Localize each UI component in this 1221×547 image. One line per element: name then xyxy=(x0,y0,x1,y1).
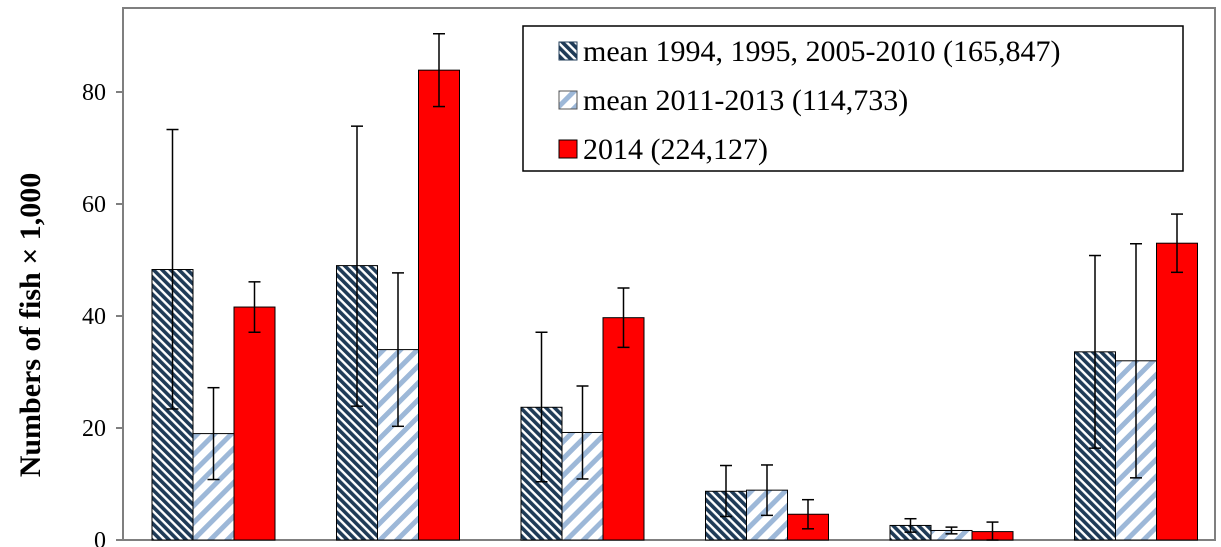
error-bar-series-2-category-5 xyxy=(945,526,958,535)
legend-swatch-series-2 xyxy=(558,90,578,110)
error-bar-series-1-category-1 xyxy=(166,128,179,410)
y-tick-label: 40 xyxy=(82,304,106,330)
error-bar-series-2-category-2 xyxy=(392,272,404,428)
y-axis: 0 20 40 60 80 xyxy=(82,80,123,547)
plot-frame xyxy=(122,7,1216,541)
error-bar-series-3-category-1 xyxy=(248,281,261,333)
error-bar-series-3-category-3 xyxy=(617,287,630,349)
error-bar-series-2-category-4 xyxy=(761,464,773,517)
error-bar-series-2-category-3 xyxy=(576,385,589,480)
y-tick-label: 0 xyxy=(94,528,106,547)
legend: mean 1994, 1995, 2005-2010 (165,847) mea… xyxy=(522,25,1184,172)
error-bar-series-1-category-2 xyxy=(351,125,363,407)
error-bar-series-3-category-4 xyxy=(802,498,814,530)
y-tick-label: 20 xyxy=(82,416,106,442)
y-tick-label: 80 xyxy=(82,80,106,106)
legend-label-series-2: mean 2011-2013 (114,733) xyxy=(583,84,908,117)
y-axis-label: Numbers of fish × 1,000 xyxy=(14,173,47,478)
error-bar-series-3-category-5 xyxy=(986,521,999,541)
error-bar-series-3-category-2 xyxy=(433,33,445,108)
error-bar-series-2-category-6 xyxy=(1130,243,1142,479)
bars-layer xyxy=(151,69,1198,541)
bar-series-3-category-3 xyxy=(602,317,645,541)
error-bar-series-1-category-4 xyxy=(720,464,732,518)
error-bar-series-1-category-6 xyxy=(1089,254,1101,449)
legend-label-series-3: 2014 (224,127) xyxy=(583,133,768,166)
plot-area xyxy=(122,7,1216,541)
bar-series-3-category-6 xyxy=(1156,242,1198,541)
bar-series-3-category-2 xyxy=(418,69,460,541)
bar-series-3-category-1 xyxy=(233,306,276,541)
legend-swatch-series-1 xyxy=(558,41,578,61)
y-tick-label: 60 xyxy=(82,192,106,218)
error-bar-series-2-category-1 xyxy=(207,386,220,481)
error-bar-series-3-category-6 xyxy=(1171,213,1183,274)
error-bars-layer xyxy=(166,33,1183,541)
legend-label-series-1: mean 1994, 1995, 2005-2010 (165,847) xyxy=(583,35,1060,68)
legend-box xyxy=(522,25,1184,172)
error-bar-series-1-category-3 xyxy=(535,331,548,483)
error-bar-series-1-category-5 xyxy=(904,517,917,533)
legend-swatch-series-3 xyxy=(558,139,578,159)
